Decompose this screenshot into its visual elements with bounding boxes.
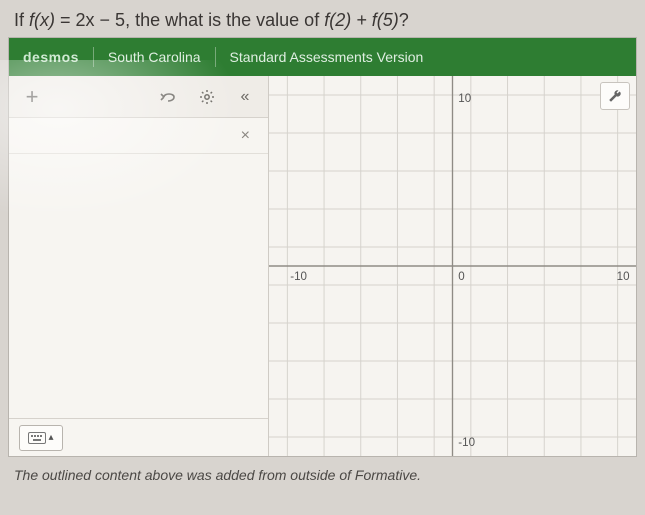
caret-up-icon: ▴ xyxy=(48,432,53,443)
gear-icon xyxy=(199,89,215,105)
q-eq: = xyxy=(55,10,76,30)
q-fn: f(x) xyxy=(29,10,55,30)
x-pos-label: 10 xyxy=(617,270,630,283)
keyboard-toggle-button[interactable]: ▴ xyxy=(19,425,63,451)
panel-body[interactable] xyxy=(9,154,268,418)
desmos-header: desmos South Carolina Standard Assessmen… xyxy=(9,38,636,76)
graph-settings-button[interactable] xyxy=(600,82,630,110)
q-mid: , the what is the value of xyxy=(125,10,324,30)
add-expression-button[interactable]: + xyxy=(15,82,49,112)
collapse-panel-button[interactable]: « xyxy=(228,82,262,112)
q-prefix: If xyxy=(14,10,29,30)
x-neg-label: -10 xyxy=(290,270,307,283)
q-expr: f(2) + f(5) xyxy=(324,10,399,30)
settings-button[interactable] xyxy=(190,82,224,112)
undo-icon xyxy=(160,90,178,104)
y-neg-label: -10 xyxy=(458,436,475,449)
panel-toolbar: + « xyxy=(9,76,268,118)
region-label: South Carolina xyxy=(94,49,215,65)
embed-caption: The outlined content above was added fro… xyxy=(0,457,645,493)
wrench-icon xyxy=(607,88,623,104)
panel-footer: ▴ xyxy=(9,418,268,456)
y-pos-label: 10 xyxy=(458,92,471,105)
expression-panel: + « × ▴ xyxy=(9,76,269,456)
brand-logo: desmos xyxy=(9,49,93,65)
keyboard-icon xyxy=(28,432,46,444)
mode-label: Standard Assessments Version xyxy=(216,49,438,65)
undo-button[interactable] xyxy=(152,82,186,112)
q-suffix: ? xyxy=(399,10,409,30)
cartesian-grid: -10 0 10 10 -10 xyxy=(269,76,636,456)
graph-area[interactable]: -10 0 10 10 -10 xyxy=(269,76,636,456)
origin-label: 0 xyxy=(458,270,465,283)
desmos-embed: desmos South Carolina Standard Assessmen… xyxy=(8,37,637,457)
delete-expression-button[interactable]: × xyxy=(241,127,250,145)
work-area: + « × ▴ xyxy=(9,76,636,456)
expression-row[interactable]: × xyxy=(9,118,268,154)
q-rhs: 2x − 5 xyxy=(76,10,126,30)
question-text: If f(x) = 2x − 5, the what is the value … xyxy=(0,0,645,37)
